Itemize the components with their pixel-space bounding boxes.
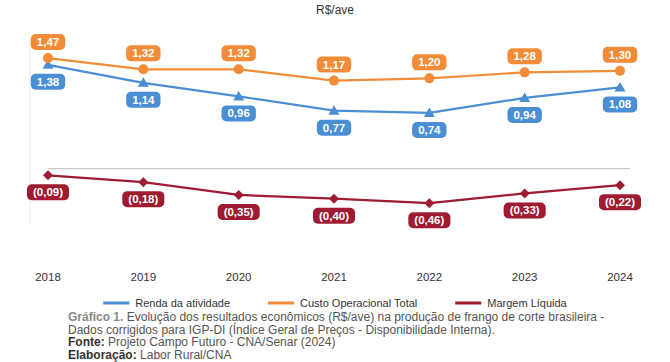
data-label: 1,28: [513, 50, 536, 62]
marker: [520, 67, 530, 77]
data-label: 0,77: [323, 122, 345, 134]
legend-label: Renda da atividade: [135, 297, 230, 309]
x-tick-label: 2020: [226, 271, 252, 283]
marker: [615, 180, 625, 190]
data-label-box: [27, 184, 69, 200]
legend: Renda da atividade Custo Operacional Tota…: [103, 297, 567, 309]
data-label: (0,46): [414, 214, 444, 226]
data-label: 1,47: [37, 36, 59, 48]
data-label: 1,20: [418, 56, 440, 68]
data-label-box: [122, 191, 164, 207]
title: R$/ave: [316, 3, 354, 17]
data-label-box: [408, 212, 450, 228]
x-tick-label: 2021: [321, 271, 347, 283]
data-label: 0,96: [227, 107, 249, 119]
data-label: 1,08: [609, 98, 632, 110]
data-label: (0,09): [33, 186, 63, 198]
marker: [138, 177, 148, 187]
source-text: Projeto Campo Futuro - CNA/Senar (2024): [108, 335, 335, 349]
data-label-box: [317, 120, 351, 136]
marker: [138, 77, 149, 87]
data-label-box: [507, 107, 541, 123]
legend-swatch: [103, 302, 129, 305]
data-label-box: [31, 34, 65, 50]
data-label: (0,18): [128, 193, 158, 205]
data-label-box: [412, 54, 446, 70]
legend-item: Margem Líquida: [455, 297, 567, 309]
data-label-box: [31, 74, 65, 90]
data-label: (0,33): [510, 204, 540, 216]
legend-swatch: [268, 302, 294, 305]
data-label-box: [603, 96, 637, 112]
marker: [329, 76, 339, 86]
marker: [234, 190, 244, 200]
legend-label: Margem Líquida: [487, 297, 567, 309]
legend-label: Custo Operacional Total: [300, 297, 417, 309]
grid-line: [48, 168, 630, 169]
data-label: (0,40): [319, 210, 349, 222]
data-label-box: [221, 45, 255, 61]
data-label-box: [218, 204, 260, 220]
data-label-box: [504, 202, 546, 218]
legend-swatch: [455, 302, 481, 305]
data-label: 1,14: [132, 94, 155, 106]
x-tick-label: 2022: [417, 271, 443, 283]
caption-line: Gráfico 1. Evolução dos resultados econô…: [68, 311, 628, 336]
marker: [615, 66, 625, 76]
marker: [329, 194, 339, 204]
x-tick-label: 2018: [35, 271, 61, 283]
marker: [424, 198, 434, 208]
data-label: 1,38: [37, 76, 60, 88]
chart: R$/ave20182019202020212022202320241,381,…: [0, 0, 670, 362]
marker: [424, 107, 435, 117]
data-label-box: [412, 122, 446, 138]
data-label: (0,22): [605, 196, 635, 208]
caption-line: Elaboração: Labor Rural/CNA: [68, 349, 628, 362]
data-label-box: [126, 45, 160, 61]
marker: [43, 53, 53, 63]
marker: [138, 64, 148, 74]
x-tick-label: 2023: [512, 271, 538, 283]
caption-line: Fonte: Projeto Campo Futuro - CNA/Senar …: [68, 336, 628, 349]
credit-label: Elaboração:: [68, 348, 137, 362]
data-label-box: [221, 105, 255, 121]
marker: [519, 92, 530, 102]
marker: [234, 64, 244, 74]
marker: [520, 188, 530, 198]
data-label-box: [313, 208, 355, 224]
legend-item: Renda da atividade: [103, 297, 230, 309]
data-label: 1,32: [132, 47, 154, 59]
legend-item: Custo Operacional Total: [268, 297, 417, 309]
marker: [615, 82, 626, 92]
caption: Gráfico 1. Evolução dos resultados econô…: [68, 311, 628, 361]
data-label-box: [599, 194, 641, 210]
data-label-box: [317, 57, 351, 73]
x-tick-label: 2024: [607, 271, 633, 283]
credit-text: Labor Rural/CNA: [140, 348, 231, 362]
data-labels: 1,38 1,14 0,96 0,77 0,74 0,94 1,08 1,47 1,32 1,32…: [27, 34, 641, 228]
source-label: Fonte:: [68, 335, 105, 349]
data-label: 1,17: [323, 59, 345, 71]
data-label-box: [603, 47, 637, 63]
data-label: 0,74: [418, 124, 441, 136]
data-label: 0,94: [513, 109, 536, 121]
data-label-box: [507, 48, 541, 64]
marker: [43, 170, 53, 180]
caption-text: Evolução dos resultados econômicos (R$/a…: [68, 310, 604, 337]
data-label: (0,35): [224, 206, 254, 218]
marker: [233, 91, 244, 101]
data-label: 1,32: [227, 47, 249, 59]
plot-marks: [43, 53, 626, 208]
x-tick-label: 2019: [131, 271, 157, 283]
data-label-box: [126, 92, 160, 108]
data-label: 1,30: [609, 49, 631, 61]
marker: [424, 73, 434, 83]
caption-label: Gráfico 1.: [68, 310, 123, 324]
marker: [329, 105, 340, 115]
